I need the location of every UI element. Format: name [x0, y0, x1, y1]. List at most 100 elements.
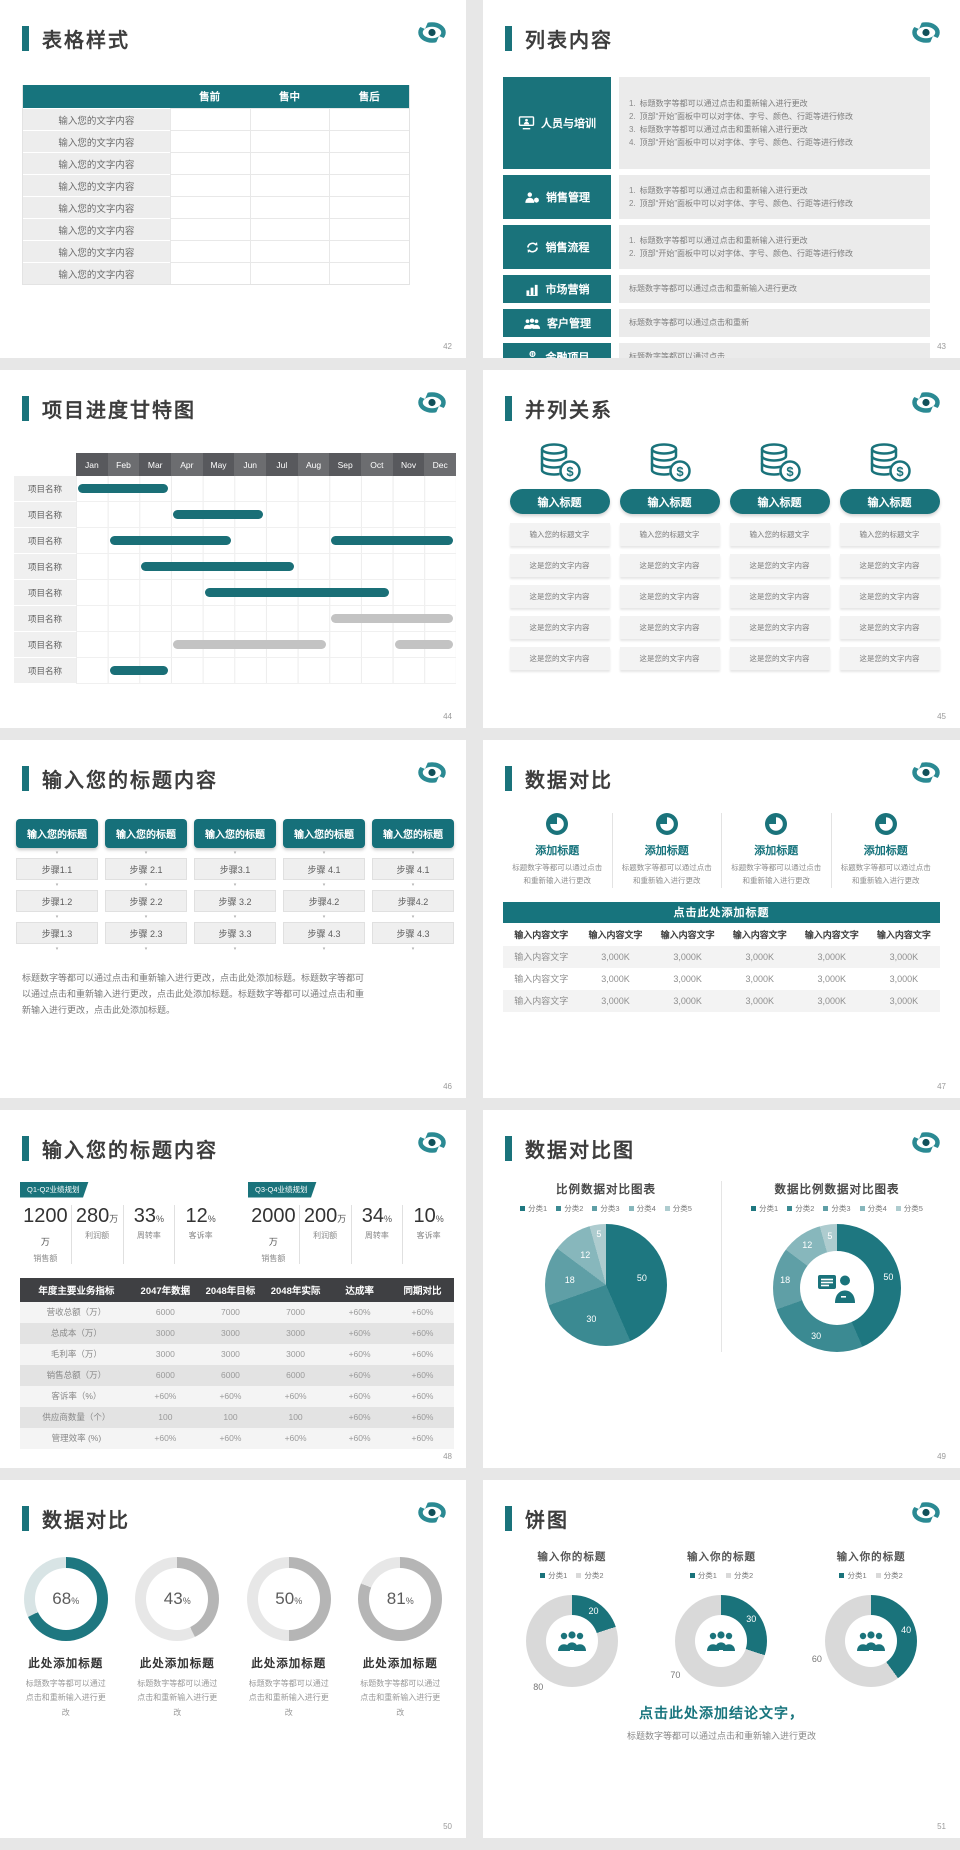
content-box: 输入您的标题文字 [619, 523, 720, 546]
table-cell: 客诉率（%） [51, 1391, 102, 1401]
table-header-cell: 输入内容文字 [732, 929, 787, 940]
donut-chart: 20 80 [525, 1595, 618, 1692]
title-accent-bar [22, 1136, 29, 1161]
feature-item: 添加标题 标题数字等都可以通过点击和重新输入进行更改 [613, 813, 722, 888]
list-item-label[interactable]: 客户管理 [503, 309, 611, 337]
title-accent-bar [22, 766, 29, 791]
add-title-banner: 点击此处添加标题 [503, 901, 940, 923]
title-pill-button[interactable]: 输入标题 [619, 489, 720, 514]
table-cell [169, 196, 250, 218]
title-pill-button[interactable]: 输入标题 [509, 489, 610, 514]
list-item: 金融项目 标题数字等都可以通过点击 [503, 343, 930, 358]
list-item-label[interactable]: 人员与培训 [503, 77, 611, 169]
step-header-button[interactable]: 输入您的标题 [372, 819, 454, 848]
table-header-cell: 售中 [279, 91, 300, 103]
step-header-button[interactable]: 输入您的标题 [105, 819, 187, 848]
list-item-title: 市场营销 [545, 284, 590, 296]
pie-chart-icon [874, 813, 897, 835]
kpi-label: 周转率 [364, 1230, 389, 1240]
kpi-label: 客诉率 [416, 1230, 441, 1240]
table-cell: 100 [288, 1412, 303, 1422]
page-title: 数据对比图 [525, 1140, 635, 1162]
step-header-button[interactable]: 输入您的标题 [16, 819, 98, 848]
kpi-groups: Q1-Q2业绩规划 1200万 销售额 280万 利润额 33% 周转率 12% 客诉率 Q3-Q… [20, 1179, 454, 1264]
slide-49-pie-compare: 数据对比图 比例数据对比图表 分类1 分类2 分类3 分类4 分类5 50 30 18 12 5 数据… [483, 1110, 960, 1468]
step-box: 步骤1.3 [16, 922, 98, 944]
table-cell [169, 152, 250, 174]
donut-hole [799, 1250, 875, 1326]
step-box: 步骤 4.1 [372, 858, 454, 880]
table-cell: 3,000K [673, 951, 702, 962]
donut-title: 输入你的标题 [686, 1551, 756, 1563]
gantt-month: Oct [361, 453, 393, 476]
chart-legend: 分类1 分类2 [540, 1570, 604, 1581]
feature-desc: 标题数字等都可以通过点击和重新输入进行更改 [621, 863, 712, 885]
gantt-bar [109, 536, 231, 545]
kpi-stat: 1200万 销售额 [20, 1204, 72, 1264]
table-cell: 3,000K [673, 995, 702, 1006]
title-accent-bar [505, 1506, 512, 1531]
legend-item: 分类5 [895, 1203, 923, 1214]
table-cell: 3,000K [601, 951, 630, 962]
legend-swatch [725, 1573, 731, 1578]
gantt-month: May [202, 453, 235, 476]
coins-dollar-icon: $ [867, 441, 913, 483]
legend-label: 分类1 [697, 1571, 717, 1580]
feature-desc: 标题数字等都可以通过点击和重新输入进行更改 [731, 863, 822, 885]
kpi-group: Q3-Q4业绩规划 2000万 销售额 200万 利润额 34% 周转率 10% 客诉率 [248, 1179, 454, 1264]
svg-text:$: $ [676, 464, 684, 479]
list-item-label[interactable]: 销售管理 [503, 175, 611, 219]
table-header-cell: 达成率 [345, 1285, 374, 1297]
step-header-button[interactable]: 输入您的标题 [283, 819, 365, 848]
step-connector: ▾ [322, 850, 326, 856]
legend-label: 分类3 [600, 1204, 620, 1213]
step-box: 步骤 2.1 [105, 858, 187, 880]
kpi-tag: Q3-Q4业绩规划 [248, 1181, 317, 1198]
table-cell: 3000 [155, 1349, 175, 1359]
svg-text:$: $ [566, 464, 574, 479]
legend-label: 分类1 [548, 1571, 568, 1580]
group-icon [523, 317, 541, 330]
gantt-row-label: 项目名称 [14, 502, 76, 528]
line-number: 1. [629, 185, 636, 195]
title-pill-button[interactable]: 输入标题 [729, 489, 830, 514]
list-item-desc: 标题数字等都可以通过点击和重新输入进行更改 [619, 275, 930, 303]
kpi-value: 2000万 [251, 1204, 296, 1247]
chart-panel: 数据比例数据对比图表 分类1 分类2 分类3 分类4 分类5 50 30 18 12 5 [722, 1181, 952, 1352]
list-item-label[interactable]: 销售流程 [503, 225, 611, 269]
slide-48-kpi-table: 输入您的标题内容 Q1-Q2业绩规划 1200万 销售额 280万 利润额 33% 周转率 1… [0, 1110, 466, 1468]
gantt-bar [141, 562, 295, 571]
gantt-month: Jul [266, 453, 298, 476]
list-item-label[interactable]: 市场营销 [503, 275, 611, 303]
table-header-cell [23, 85, 170, 108]
page-title: 数据对比 [525, 770, 613, 792]
conclusion-desc: 标题数字等都可以通过点击和重新输入进行更改 [626, 1731, 816, 1741]
gantt-chart: Jan Feb Mar Apr May Jun Jul Aug Sep Oct Nov Dec 项目名称… [14, 453, 457, 684]
step-box: 步骤 3.2 [194, 890, 276, 912]
gantt-row-area [76, 580, 456, 606]
legend-label: 分类5 [672, 1204, 692, 1213]
table-cell: 3,000K [745, 973, 774, 984]
table-cell: 3000 [221, 1349, 240, 1359]
kpi-tag: Q1-Q2业绩规划 [20, 1181, 89, 1198]
line-number: 1. [629, 98, 636, 108]
table-cell: 6000 [155, 1370, 175, 1380]
gauge-percent: 43% [163, 1589, 191, 1608]
list-item-label[interactable]: 金融项目 [503, 343, 611, 358]
slice-value-label: 50 [883, 1272, 894, 1283]
parallel-columns: $ 输入标题 输入您的标题文字 这是您的文字内容 这是您的文字内容 这是您的文字内容 这是您… [507, 441, 942, 678]
page-number: 45 [937, 712, 946, 721]
gauge-title: 此处添加标题 [251, 1658, 327, 1670]
gauge-percent: 68% [52, 1589, 80, 1608]
row-label-cell: 输入您的文字内容 [23, 240, 170, 262]
kpi-stat: 10% 客诉率 [403, 1205, 454, 1264]
title-accent-bar [505, 1136, 512, 1161]
kpi-stats: 2000万 销售额 200万 利润额 34% 周转率 10% 客诉率 [248, 1204, 454, 1264]
kpi-unit: 万 [268, 1236, 278, 1247]
gantt-row: 项目名称 [14, 502, 456, 528]
table-cell [329, 152, 409, 174]
table-cell: +60% [411, 1391, 434, 1401]
title-pill-button[interactable]: 输入标题 [839, 489, 940, 514]
table-cell: +60% [348, 1412, 371, 1422]
step-header-button[interactable]: 输入您的标题 [194, 819, 276, 848]
